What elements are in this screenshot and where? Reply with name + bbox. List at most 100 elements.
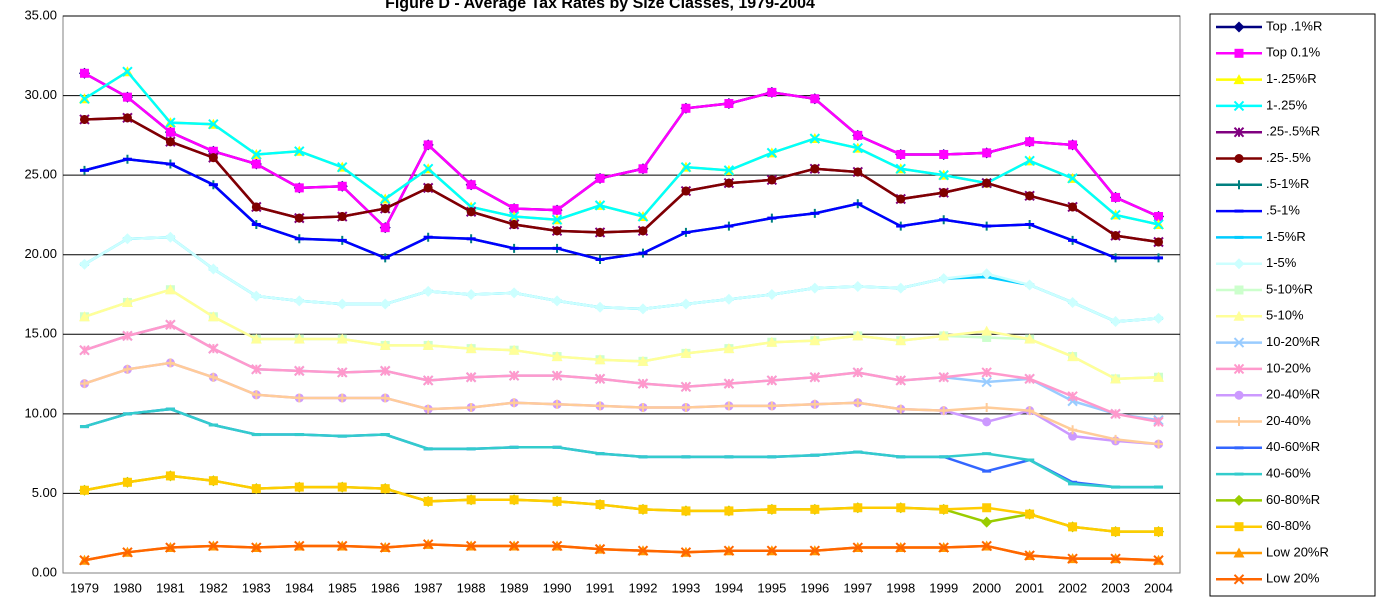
data-point — [423, 183, 433, 193]
x-tick-label: 1998 — [886, 580, 915, 595]
legend-entry: Low 20%R — [1216, 544, 1329, 559]
y-tick-label: 25.00 — [24, 167, 57, 182]
data-point — [681, 402, 691, 412]
data-point — [637, 303, 649, 315]
x-tick-label: 2000 — [972, 580, 1001, 595]
data-point — [466, 237, 476, 241]
data-point — [122, 547, 133, 558]
legend-label: .25-.5% — [1266, 150, 1311, 165]
data-point — [509, 445, 519, 449]
data-point — [207, 311, 219, 322]
data-point — [551, 214, 563, 225]
legend-label: 1-5% — [1266, 255, 1297, 270]
data-point — [939, 188, 949, 198]
data-point — [294, 146, 305, 157]
data-point — [165, 471, 175, 481]
data-point — [1068, 238, 1078, 242]
legend-entry: 1-5%R — [1216, 229, 1306, 244]
data-point — [638, 504, 648, 514]
data-point — [1068, 140, 1078, 150]
data-point — [336, 298, 348, 310]
legend-entry: 1-5% — [1216, 255, 1297, 270]
legend-label: 1-5%R — [1266, 229, 1306, 244]
data-point — [294, 213, 304, 223]
data-point — [552, 445, 562, 449]
data-point — [380, 193, 391, 205]
data-point — [595, 173, 605, 183]
data-point — [79, 425, 89, 429]
data-point — [1153, 219, 1164, 230]
legend-swatch-marker — [1233, 258, 1245, 270]
data-point — [810, 504, 820, 514]
series-line — [83, 72, 1160, 230]
data-point — [337, 238, 347, 242]
data-point — [1024, 155, 1035, 167]
data-point — [1025, 406, 1035, 416]
data-point — [465, 372, 477, 383]
data-point — [1111, 527, 1121, 537]
data-point — [380, 256, 390, 260]
legend-label: 1-.25% — [1266, 97, 1308, 112]
data-point — [79, 168, 89, 172]
series — [79, 407, 1164, 489]
data-point — [1025, 191, 1035, 201]
legend-swatch-marker — [1233, 126, 1245, 138]
data-point — [208, 146, 218, 156]
data-point — [637, 355, 649, 366]
data-point — [422, 163, 434, 174]
legend-entry: .25-.5% — [1216, 150, 1311, 165]
data-point — [552, 226, 562, 236]
data-point — [79, 485, 89, 495]
data-point — [982, 469, 992, 473]
data-point — [122, 364, 132, 374]
data-point — [1153, 416, 1164, 428]
legend-label: Top 0.1% — [1266, 45, 1321, 60]
data-point — [465, 343, 477, 354]
data-point — [294, 237, 304, 241]
data-point — [251, 364, 262, 375]
data-point — [1153, 555, 1164, 566]
data-point — [1067, 173, 1078, 184]
legend-swatch-marker — [1233, 363, 1245, 375]
legend-entry: 5-10%R — [1216, 281, 1313, 296]
data-point — [895, 335, 907, 346]
data-point — [1110, 316, 1122, 328]
chart-title: Figure D - Average Tax Rates by Size Cla… — [385, 0, 815, 12]
x-tick-label: 1995 — [757, 580, 786, 595]
legend-label: 20-40% — [1266, 413, 1311, 428]
legend-label: Top .1%R — [1266, 18, 1322, 33]
data-point — [767, 455, 777, 459]
series-line — [84, 116, 1159, 244]
data-point — [251, 149, 262, 160]
data-point — [767, 216, 777, 220]
data-point — [508, 287, 520, 299]
data-point — [637, 378, 649, 389]
legend-label: 40-60% — [1266, 466, 1311, 481]
x-tick-label: 2001 — [1015, 580, 1044, 595]
legend-entry: 60-80%R — [1216, 492, 1320, 507]
data-point — [594, 354, 606, 365]
data-point — [1154, 212, 1164, 222]
series-line — [83, 70, 1159, 226]
data-point — [1110, 553, 1121, 564]
data-point — [208, 153, 218, 163]
data-point — [895, 375, 906, 386]
data-point — [1154, 439, 1164, 449]
data-point — [1024, 333, 1036, 344]
data-point — [680, 161, 692, 173]
legend-swatch-marker — [1233, 74, 1245, 85]
data-point — [466, 402, 476, 412]
data-point — [852, 330, 864, 341]
data-point — [79, 344, 90, 356]
data-point — [293, 333, 305, 344]
data-point — [1067, 391, 1078, 402]
data-point — [595, 401, 605, 411]
data-point — [122, 412, 132, 416]
x-tick-label: 1982 — [199, 580, 228, 595]
data-point — [1111, 485, 1121, 489]
data-point — [896, 503, 906, 513]
data-point — [723, 343, 735, 354]
legend-label: .5-1%R — [1266, 176, 1309, 191]
data-point — [251, 433, 261, 437]
series-line — [84, 157, 1159, 261]
